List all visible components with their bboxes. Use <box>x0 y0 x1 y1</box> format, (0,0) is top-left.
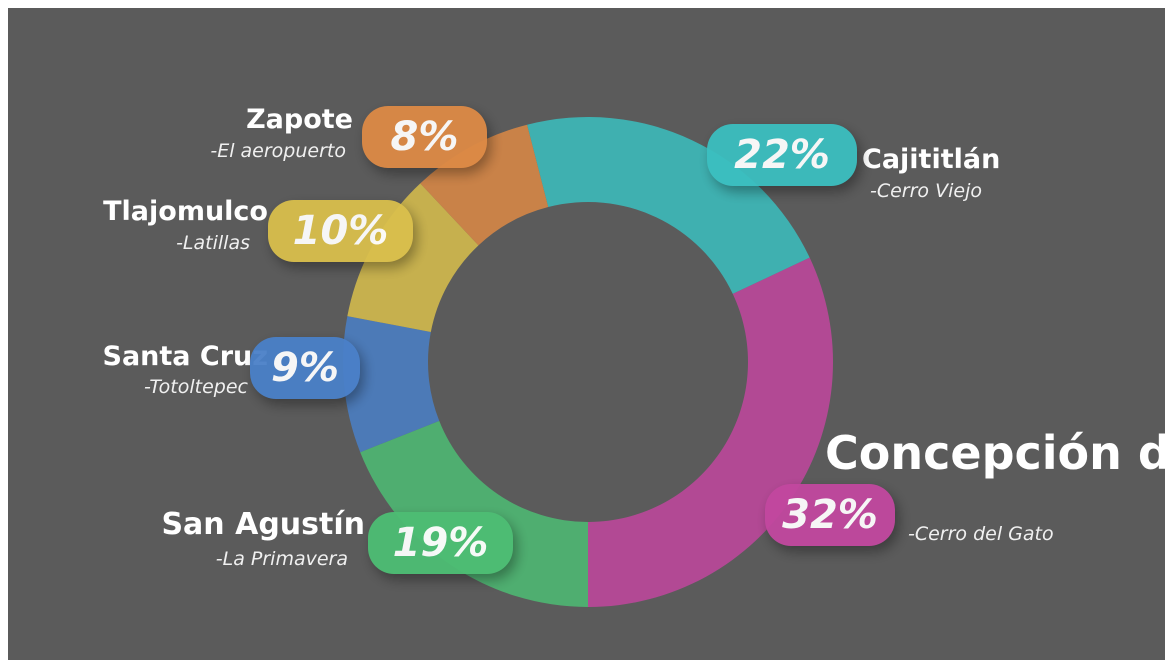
category-subtitle: -La Primavera <box>215 548 348 570</box>
value-label: 9% <box>250 337 360 399</box>
category-name: Concepción del Valle <box>825 426 1173 480</box>
category-subtitle: -Cerro del Gato <box>908 523 1054 545</box>
category-subtitle: -Totoltepec <box>143 376 248 398</box>
category-subtitle: -Latillas <box>176 232 250 254</box>
donut-segment <box>588 257 833 607</box>
donut-segment <box>420 124 549 246</box>
category-subtitle: -El aeropuerto <box>210 140 346 162</box>
value-label: 32% <box>765 484 895 546</box>
donut-segment <box>343 316 440 453</box>
category-name: Tlajomulco <box>103 196 268 227</box>
value-label: 19% <box>368 512 513 574</box>
category-name: San Agustín <box>161 507 365 542</box>
category-name: Zapote <box>246 104 353 135</box>
category-name: Santa Cruz <box>102 341 268 372</box>
category-subtitle: -Cerro Viejo <box>870 180 982 202</box>
value-label: 8% <box>362 106 487 168</box>
value-label: 10% <box>268 200 413 262</box>
category-name: Cajititlán <box>862 144 1001 175</box>
donut-segment <box>347 183 479 333</box>
value-label: 22% <box>707 124 857 186</box>
donut-segment <box>527 117 810 294</box>
